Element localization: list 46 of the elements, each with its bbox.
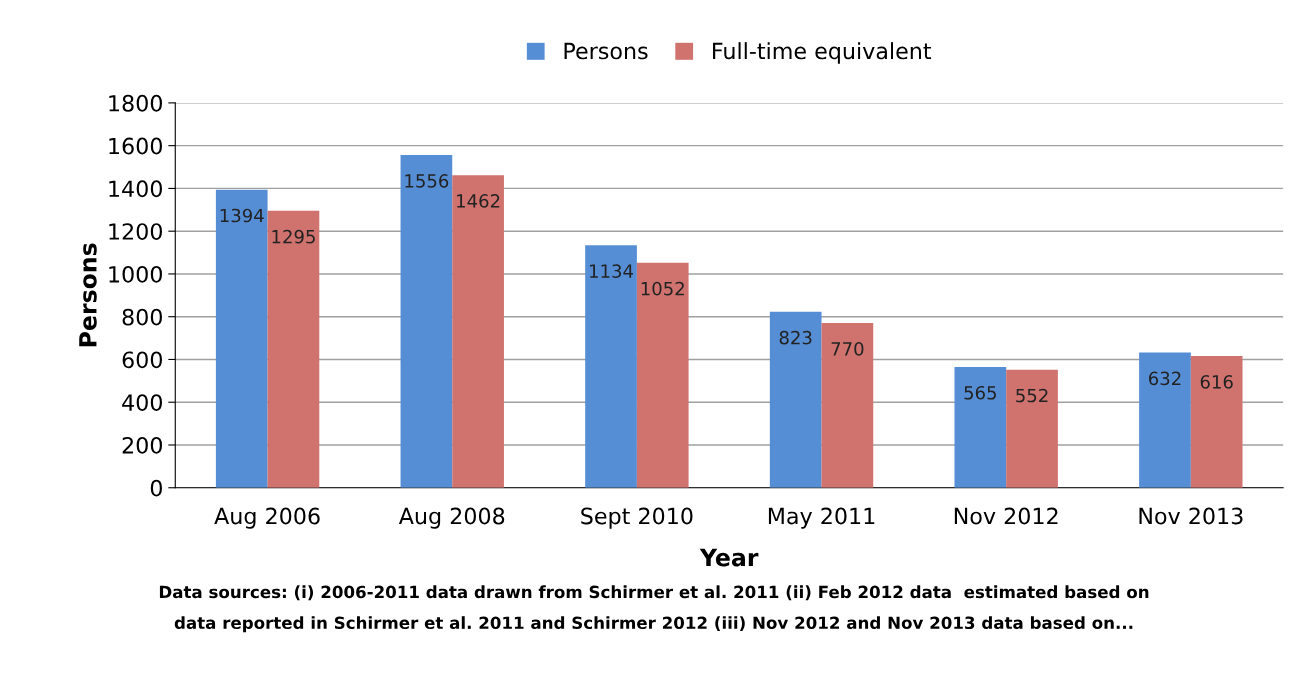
data-label: 1295 — [272, 229, 315, 244]
y-tick-label: 1400 — [109, 180, 162, 198]
data-label: 552 — [1016, 388, 1048, 403]
data-label: 1394 — [220, 208, 264, 223]
y-tick-label: 800 — [122, 308, 162, 326]
y-tick-label: 400 — [122, 394, 162, 411]
bar — [400, 155, 453, 488]
y-tick-label: 1600 — [109, 137, 162, 155]
bar — [267, 210, 320, 488]
data-label: 770 — [831, 342, 864, 356]
y-tick-label: 1200 — [109, 223, 162, 240]
data-label: 1556 — [405, 174, 449, 188]
text: data reported in Schirmer et al. 2011 and Schirmer 2012 (iii) Nov 2012 and Nov 2013 data based on... — [174, 616, 1133, 633]
bar — [452, 175, 504, 488]
x-axis-title: Year — [699, 548, 759, 567]
y-tick-label: 200 — [122, 436, 162, 454]
bar — [1006, 369, 1058, 488]
bar — [954, 366, 1007, 488]
data-label: 616 — [1200, 375, 1233, 389]
data-label: 823 — [779, 330, 812, 345]
bar — [769, 311, 822, 488]
data-label: 1052 — [641, 281, 684, 296]
x-tick-label: Aug 2006 — [214, 507, 320, 529]
y-tick-label: 1800 — [109, 94, 162, 112]
bar — [821, 323, 874, 488]
y-tick-label: 0 — [150, 479, 162, 497]
x-tick-label: May 2011 — [768, 507, 875, 529]
text: Data sources: (i) 2006-2011 data drawn from Schirmer et al. 2011 (ii) Feb 2012 data estimated based on — [159, 585, 1149, 601]
bar — [585, 245, 637, 488]
data-label: 565 — [964, 385, 996, 400]
y-tick-label: 600 — [122, 351, 162, 369]
y-axis-title: Persons — [79, 243, 97, 347]
data-label: 632 — [1149, 371, 1181, 386]
bar — [1190, 356, 1243, 488]
x-tick-label: Nov 2013 — [1139, 507, 1243, 525]
x-tick-label: Nov 2012 — [954, 507, 1058, 525]
bar — [636, 262, 689, 488]
legend-label: Persons — [564, 42, 648, 60]
bar — [215, 189, 268, 488]
x-tick-label: Aug 2008 — [398, 507, 505, 529]
data-label: 1134 — [590, 264, 633, 278]
x-tick-label: Sept 2010 — [581, 507, 693, 529]
y-tick-label: 1000 — [109, 265, 162, 283]
bar — [1139, 352, 1191, 488]
legend-label: Full-time equivalent — [713, 42, 932, 64]
data-label: 1462 — [457, 194, 500, 208]
